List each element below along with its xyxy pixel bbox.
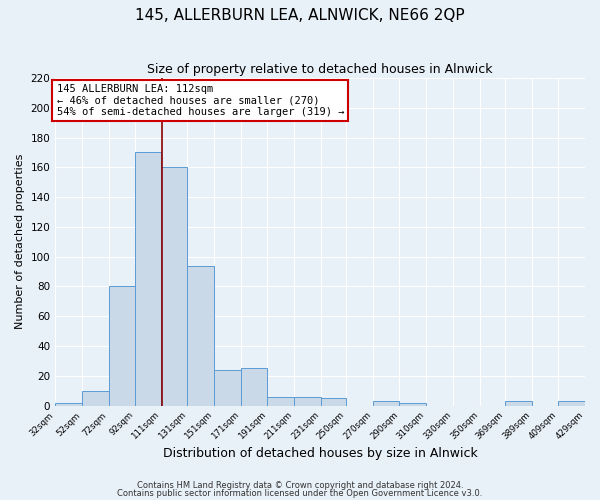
Bar bbox=[187, 266, 214, 406]
Y-axis label: Number of detached properties: Number of detached properties bbox=[15, 154, 25, 330]
Text: 145 ALLERBURN LEA: 112sqm
← 46% of detached houses are smaller (270)
54% of semi: 145 ALLERBURN LEA: 112sqm ← 46% of detac… bbox=[56, 84, 344, 117]
Text: 145, ALLERBURN LEA, ALNWICK, NE66 2QP: 145, ALLERBURN LEA, ALNWICK, NE66 2QP bbox=[135, 8, 465, 22]
Bar bbox=[400, 402, 426, 406]
X-axis label: Distribution of detached houses by size in Alnwick: Distribution of detached houses by size … bbox=[163, 447, 478, 460]
Bar bbox=[214, 370, 241, 406]
Bar bbox=[505, 401, 532, 406]
Bar bbox=[109, 286, 135, 406]
Title: Size of property relative to detached houses in Alnwick: Size of property relative to detached ho… bbox=[148, 62, 493, 76]
Bar bbox=[241, 368, 268, 406]
Bar bbox=[373, 401, 400, 406]
Text: Contains public sector information licensed under the Open Government Licence v3: Contains public sector information licen… bbox=[118, 489, 482, 498]
Bar bbox=[294, 396, 321, 406]
Bar bbox=[559, 401, 585, 406]
Bar bbox=[268, 396, 294, 406]
Bar bbox=[55, 402, 82, 406]
Bar bbox=[82, 390, 109, 406]
Bar bbox=[135, 152, 161, 406]
Bar bbox=[321, 398, 346, 406]
Bar bbox=[161, 168, 187, 406]
Text: Contains HM Land Registry data © Crown copyright and database right 2024.: Contains HM Land Registry data © Crown c… bbox=[137, 480, 463, 490]
